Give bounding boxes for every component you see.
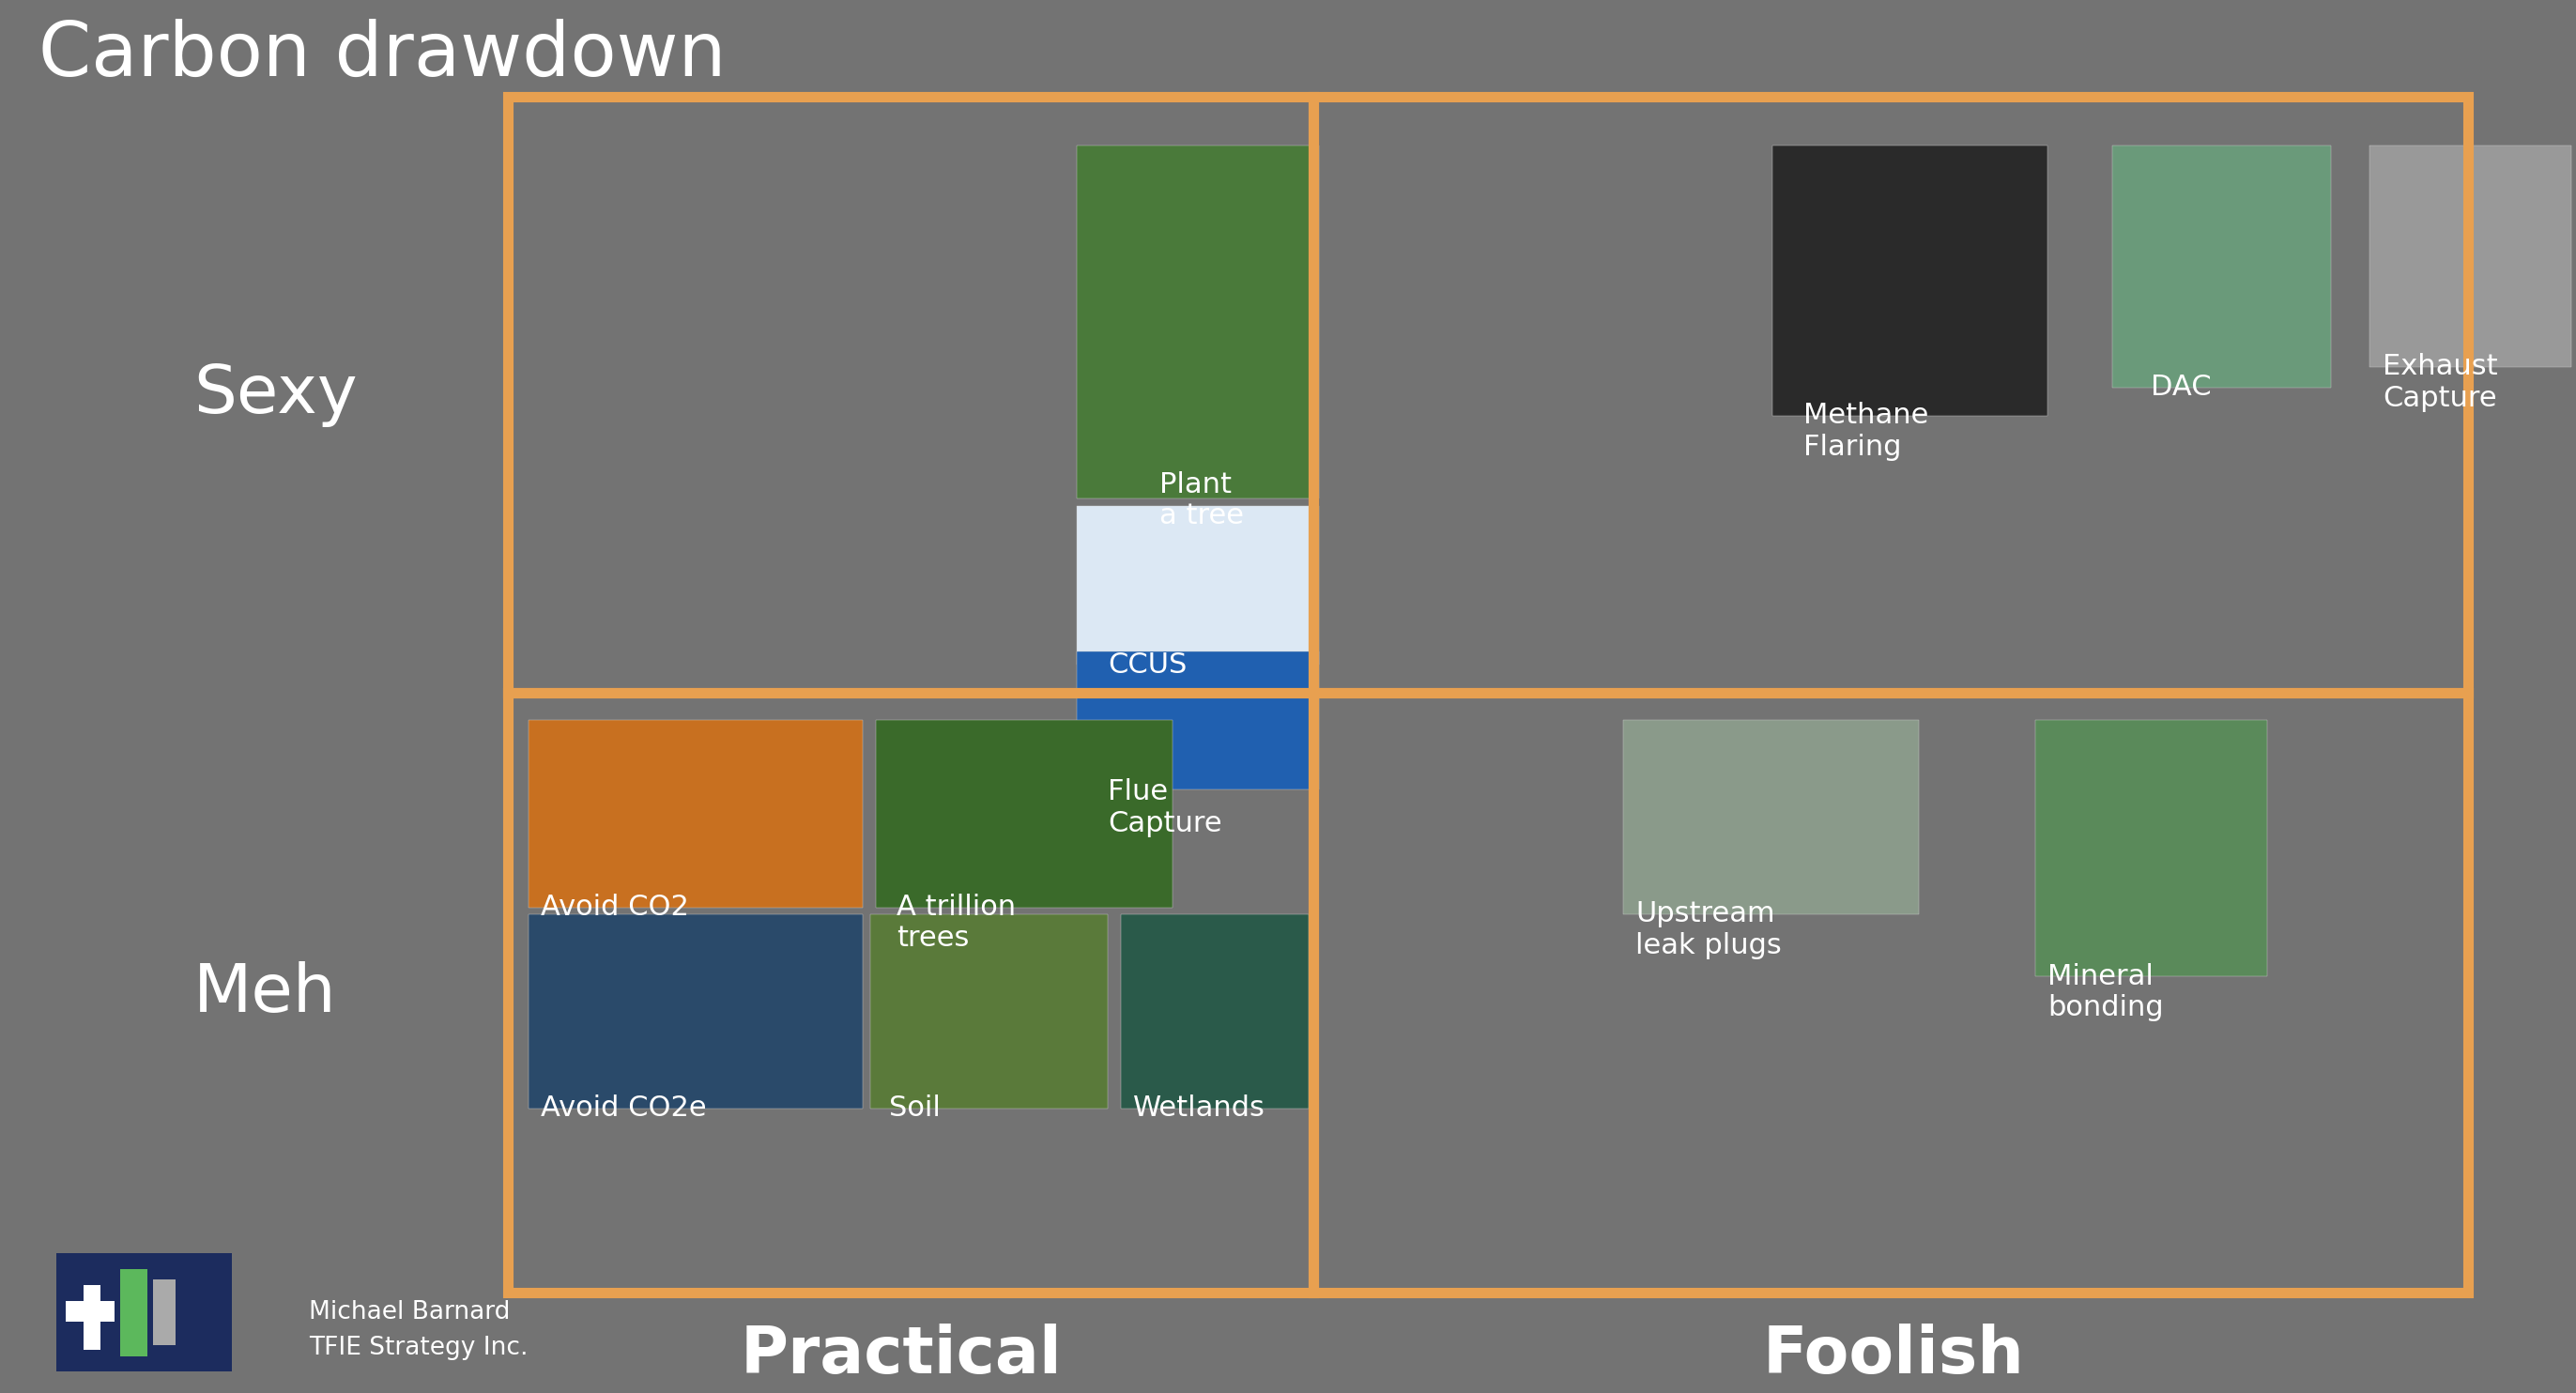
Text: Plant
a tree: Plant a tree (1159, 471, 1244, 529)
Bar (507, 692, 1314, 1293)
Text: Wetlands: Wetlands (1133, 1095, 1265, 1121)
Bar (528, 914, 863, 1107)
Bar (507, 98, 1314, 692)
Text: DAC: DAC (2151, 373, 2213, 401)
Text: Upstream
leak plugs: Upstream leak plugs (1636, 900, 1783, 960)
Bar (1314, 98, 2468, 692)
Text: Flue
Capture: Flue Capture (1108, 779, 1221, 837)
Text: Meh: Meh (193, 961, 337, 1025)
Text: Methane
Flaring: Methane Flaring (1803, 401, 1929, 461)
Bar (876, 720, 1172, 907)
Bar (2112, 145, 2331, 387)
Text: CCUS: CCUS (1108, 651, 1188, 678)
Text: Avoid CO2: Avoid CO2 (541, 893, 690, 921)
Text: Practical: Practical (742, 1323, 1061, 1386)
Text: Michael Barnard
TFIE Strategy Inc.: Michael Barnard TFIE Strategy Inc. (309, 1300, 528, 1360)
Bar (1077, 145, 1319, 499)
Text: Avoid CO2e: Avoid CO2e (541, 1095, 706, 1121)
Bar (57, 1254, 232, 1371)
Text: Mineral
bonding: Mineral bonding (2048, 963, 2164, 1021)
Bar (1623, 720, 1919, 914)
Bar (871, 914, 1108, 1107)
Bar (1121, 914, 1309, 1107)
Bar (1314, 692, 2468, 1293)
Text: Sexy: Sexy (193, 362, 358, 428)
Bar (82, 1286, 100, 1350)
Bar (64, 1301, 113, 1322)
Bar (1077, 506, 1319, 664)
Bar (1772, 145, 2048, 415)
Text: A trillion
trees: A trillion trees (896, 893, 1015, 953)
Bar (2035, 720, 2267, 976)
Bar (118, 1269, 147, 1355)
Text: Foolish: Foolish (1762, 1323, 2025, 1386)
Bar (152, 1279, 175, 1346)
Text: Soil: Soil (889, 1095, 940, 1121)
Text: Carbon drawdown: Carbon drawdown (39, 18, 726, 92)
Bar (528, 720, 863, 907)
Bar (1077, 651, 1319, 790)
Text: Exhaust
Capture: Exhaust Capture (2383, 354, 2499, 412)
Bar (2370, 145, 2571, 368)
